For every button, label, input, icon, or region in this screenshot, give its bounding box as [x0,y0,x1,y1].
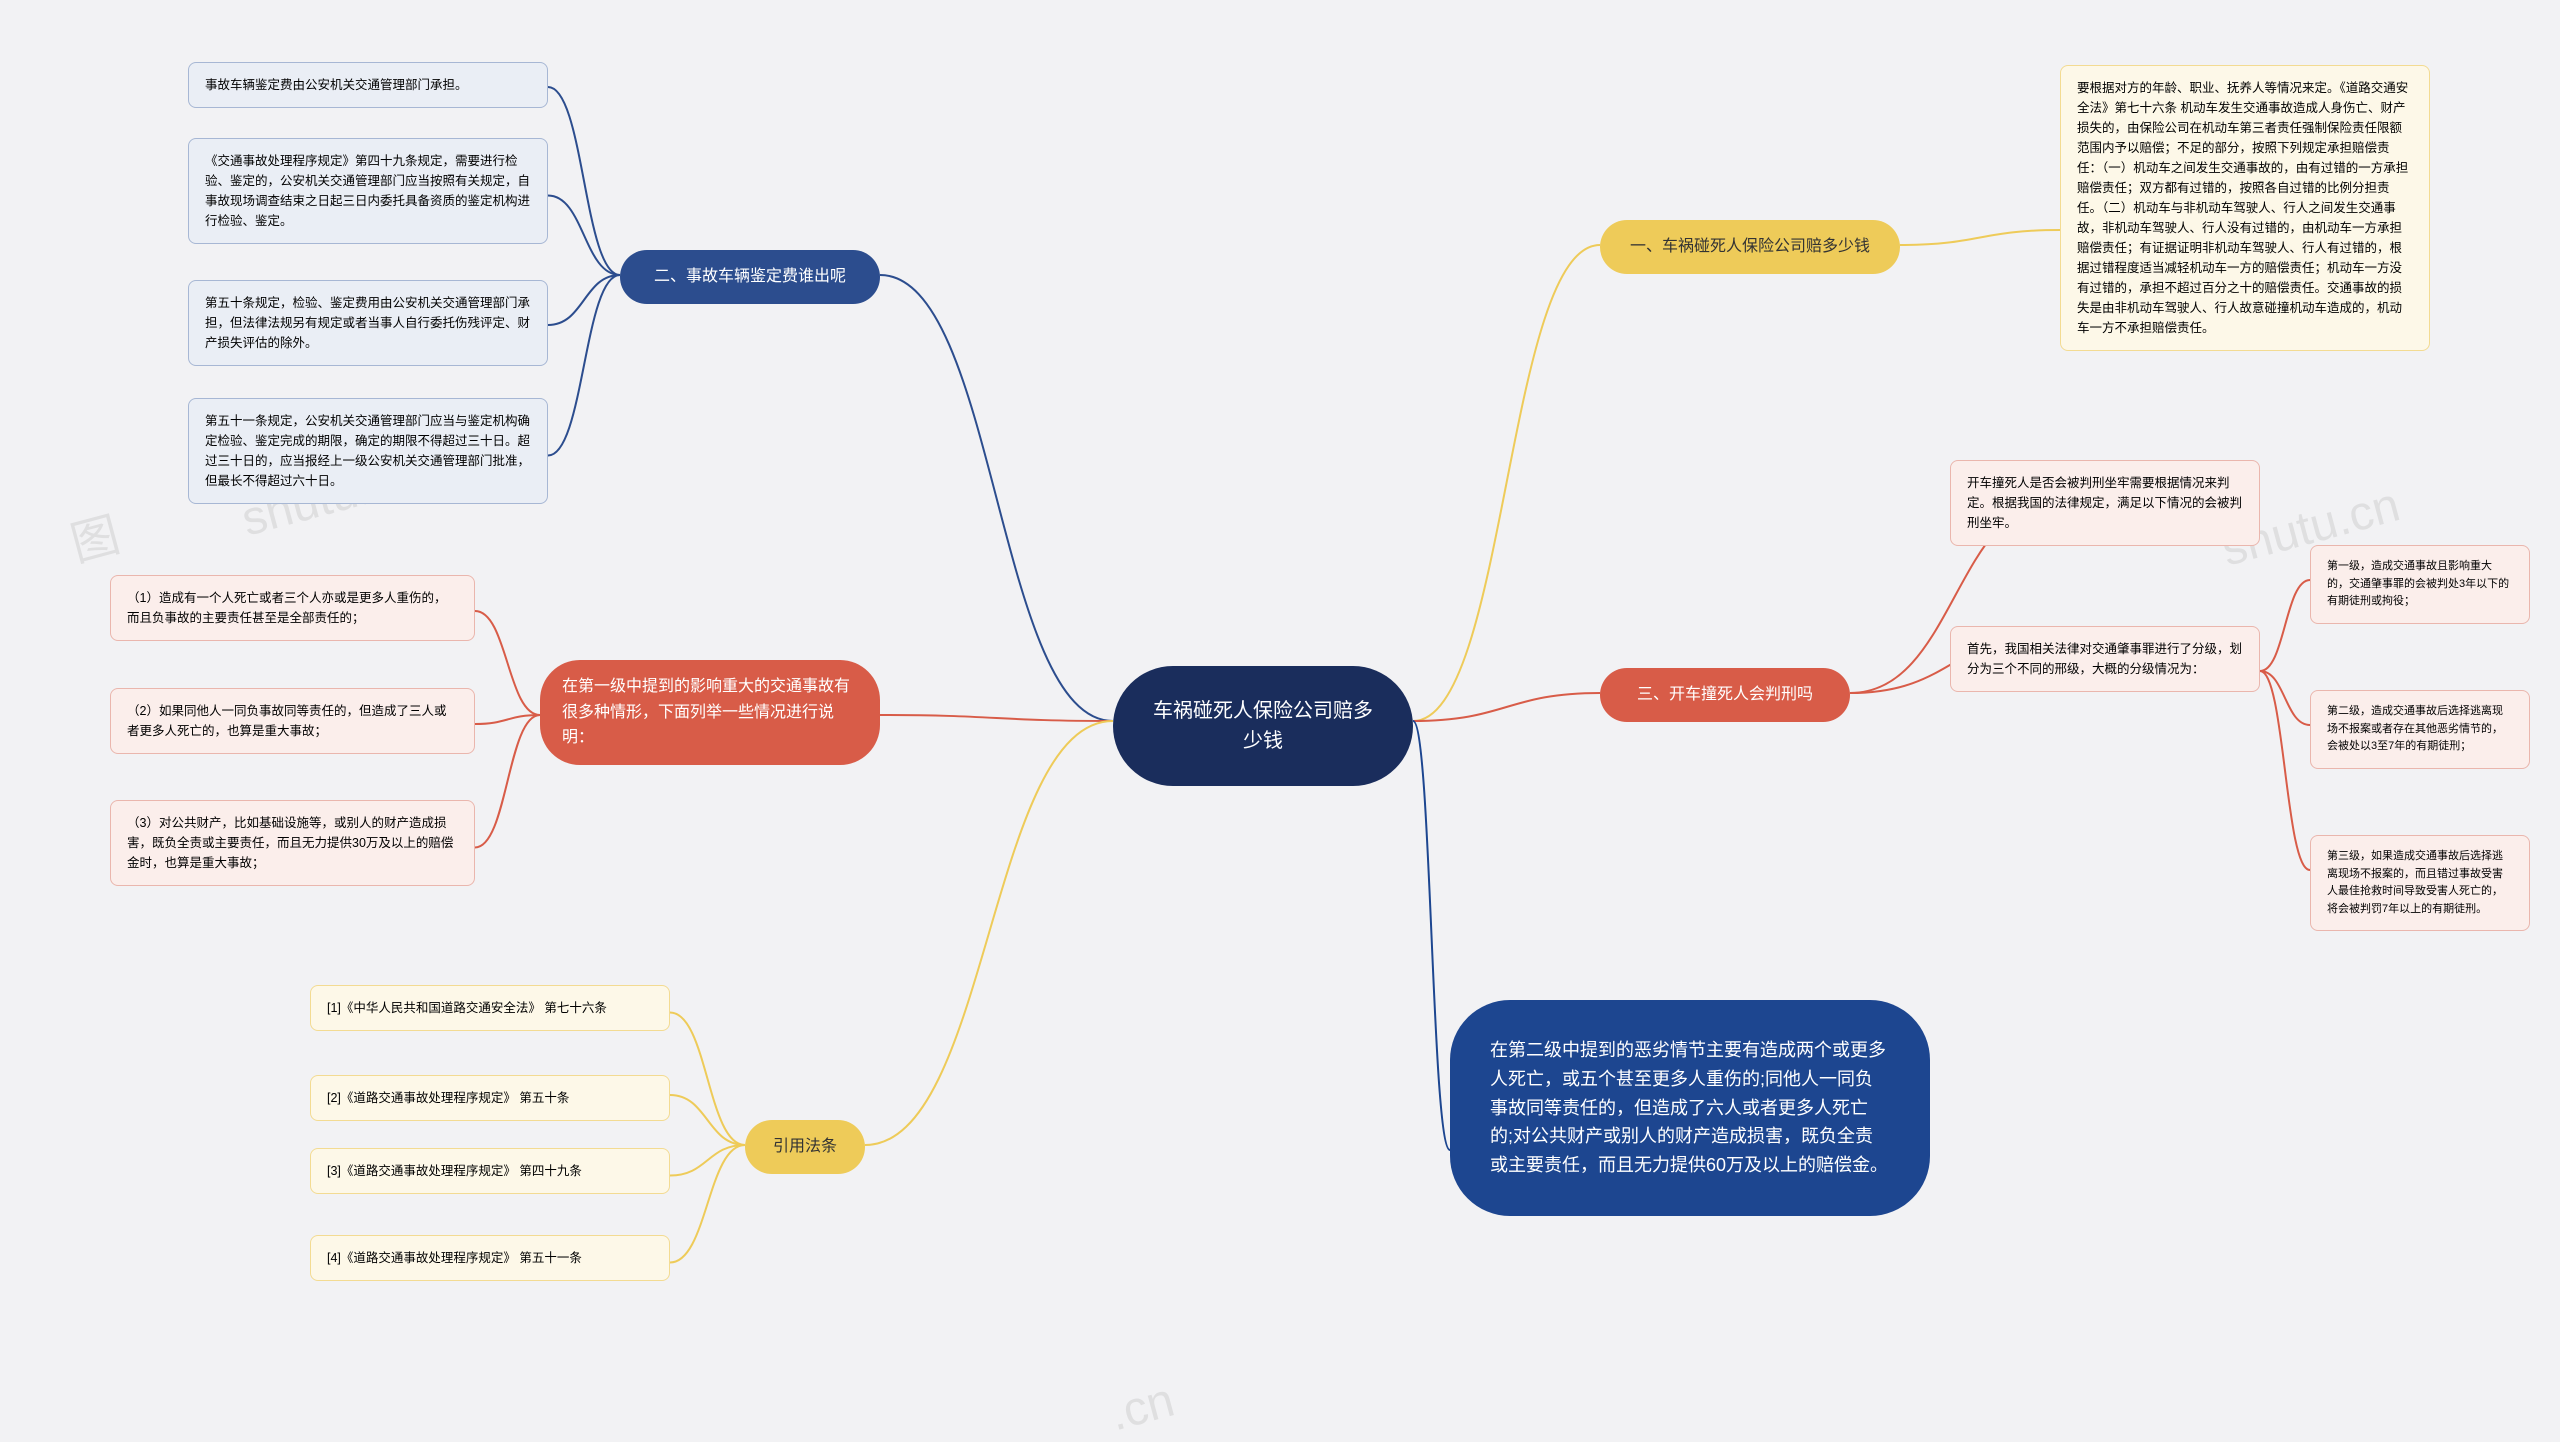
leaf-node: 《交通事故处理程序规定》第四十九条规定，需要进行检验、鉴定的，公安机关交通管理部… [188,138,548,244]
leaf-node-child: 第一级，造成交通事故且影响重大的，交通肇事罪的会被判处3年以下的有期徒刑或拘役； [2310,545,2530,624]
branch-node: 一、车祸碰死人保险公司赔多少钱 [1600,220,1900,274]
watermark: 图 [62,495,126,575]
leaf-node: [1]《中华人民共和国道路交通安全法》 第七十六条 [310,985,670,1031]
leaf-node-child: 第三级，如果造成交通事故后选择逃离现场不报案的，而且错过事故受害人最佳抢救时间导… [2310,835,2530,931]
leaf-node: 事故车辆鉴定费由公安机关交通管理部门承担。 [188,62,548,108]
center-node: 车祸碰死人保险公司赔多少钱 [1113,666,1413,786]
leaf-node: [2]《道路交通事故处理程序规定》 第五十条 [310,1075,670,1121]
leaf-node: 第五十一条规定，公安机关交通管理部门应当与鉴定机构确定检验、鉴定完成的期限，确定… [188,398,548,504]
leaf-node: [4]《道路交通事故处理程序规定》 第五十一条 [310,1235,670,1281]
leaf-node: 第五十条规定，检验、鉴定费用由公安机关交通管理部门承担，但法律法规另有规定或者当… [188,280,548,366]
watermark: .cn [1104,1373,1180,1442]
leaf-node: 首先，我国相关法律对交通肇事罪进行了分级，划分为三个不同的邢级，大概的分级情况为… [1950,626,2260,692]
leaf-node-child: 第二级，造成交通事故后选择逃离现场不报案或者存在其他恶劣情节的，会被处以3至7年… [2310,690,2530,769]
leaf-node: （3）对公共财产，比如基础设施等，或别人的财产造成损害，既负全责或主要责任，而且… [110,800,475,886]
leaf-node: （1）造成有一个人死亡或者三个人亦或是更多人重伤的，而且负事故的主要责任甚至是全… [110,575,475,641]
leaf-node: [3]《道路交通事故处理程序规定》 第四十九条 [310,1148,670,1194]
leaf-node: 开车撞死人是否会被判刑坐牢需要根据情况来判定。根据我国的法律规定，满足以下情况的… [1950,460,2260,546]
branch-node: 引用法条 [745,1120,865,1174]
branch-node: 三、开车撞死人会判刑吗 [1600,668,1850,722]
branch-node: 在第二级中提到的恶劣情节主要有造成两个或更多人死亡，或五个甚至更多人重伤的;同他… [1450,1000,1930,1216]
leaf-node: 要根据对方的年龄、职业、抚养人等情况来定。《道路交通安全法》第七十六条 机动车发… [2060,65,2430,351]
leaf-node: （2）如果同他人一同负事故同等责任的，但造成了三人或者更多人死亡的，也算是重大事… [110,688,475,754]
branch-node: 二、事故车辆鉴定费谁出呢 [620,250,880,304]
branch-node: 在第一级中提到的影响重大的交通事故有很多种情形，下面列举一些情况进行说明： [540,660,880,765]
